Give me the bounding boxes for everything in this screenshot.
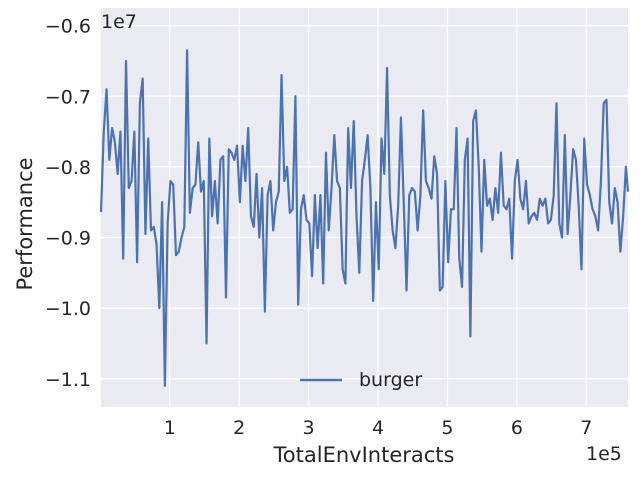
x-tick-label: 5 <box>441 417 453 439</box>
x-tick-label: 6 <box>511 417 523 439</box>
y-tick-label: −1.1 <box>45 369 91 391</box>
plot-area <box>101 8 628 407</box>
y-tick-label: −0.9 <box>45 228 91 250</box>
x-tick-label: 3 <box>303 417 315 439</box>
y-tick-label: −0.6 <box>45 16 91 38</box>
y-axis-label: Performance <box>13 157 37 290</box>
x-axis-label: TotalEnvInteracts <box>273 443 455 467</box>
x-offset-text: 1e5 <box>586 443 622 465</box>
legend-label-burger: burger <box>359 369 422 391</box>
legend: burger <box>300 369 422 391</box>
y-tick-label: −1.0 <box>45 298 91 320</box>
x-gridlines <box>169 8 587 407</box>
y-tick-label: −0.7 <box>45 86 91 108</box>
y-tick-label: −0.8 <box>45 157 91 179</box>
series-layer <box>99 49 630 387</box>
x-tick-label: 7 <box>580 417 592 439</box>
y-offset-text: 1e7 <box>101 11 137 33</box>
x-tick-labels: 1 2 3 4 5 6 7 <box>164 417 593 439</box>
series-line-burger <box>99 49 630 387</box>
x-tick-label: 4 <box>372 417 384 439</box>
x-tick-label: 1 <box>164 417 176 439</box>
y-tick-labels: −1.1 −1.0 −0.9 −0.8 −0.7 −0.6 <box>45 16 91 391</box>
x-tick-label: 2 <box>233 417 245 439</box>
